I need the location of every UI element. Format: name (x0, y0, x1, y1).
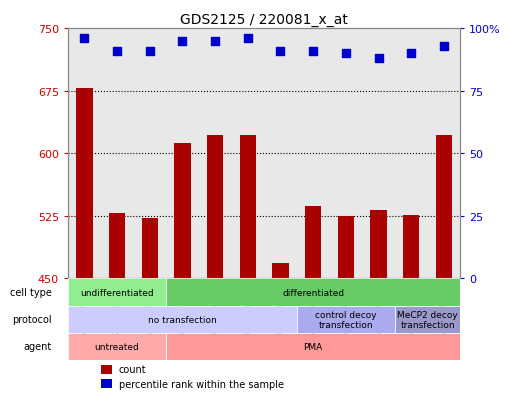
Text: cell type: cell type (10, 287, 52, 297)
Text: PMA: PMA (303, 342, 323, 351)
Text: agent: agent (24, 342, 52, 351)
Text: untreated: untreated (95, 342, 140, 351)
Bar (272, 264, 289, 413)
Point (244, 36, 252, 42)
Point (407, 51, 415, 57)
Bar (100, 379, 112, 388)
Point (374, 56, 383, 62)
FancyBboxPatch shape (68, 306, 297, 333)
Point (113, 48, 121, 55)
FancyBboxPatch shape (68, 333, 166, 360)
Bar (370, 211, 386, 413)
Bar (109, 214, 125, 413)
Bar (338, 216, 354, 413)
Bar (207, 135, 223, 413)
FancyBboxPatch shape (68, 279, 166, 306)
Point (80, 36, 88, 42)
Point (211, 38, 219, 45)
Text: control decoy
transfection: control decoy transfection (315, 310, 377, 329)
Point (440, 43, 448, 50)
FancyBboxPatch shape (166, 279, 460, 306)
FancyBboxPatch shape (166, 333, 460, 360)
Text: differentiated: differentiated (282, 288, 344, 297)
Text: undifferentiated: undifferentiated (80, 288, 154, 297)
Bar (436, 135, 452, 413)
Bar (142, 219, 158, 413)
Text: protocol: protocol (12, 315, 52, 325)
Bar (403, 216, 419, 413)
Bar (305, 206, 321, 413)
Point (342, 51, 350, 57)
Point (145, 48, 154, 55)
Bar (100, 365, 112, 374)
Point (276, 48, 285, 55)
Text: percentile rank within the sample: percentile rank within the sample (119, 379, 283, 389)
Bar (240, 135, 256, 413)
FancyBboxPatch shape (297, 306, 395, 333)
Bar (174, 144, 190, 413)
FancyBboxPatch shape (395, 306, 460, 333)
Bar (76, 89, 93, 413)
Point (178, 38, 187, 45)
Text: MeCP2 decoy
transfection: MeCP2 decoy transfection (397, 310, 458, 329)
Title: GDS2125 / 220081_x_at: GDS2125 / 220081_x_at (180, 12, 348, 26)
Text: no transfection: no transfection (148, 315, 217, 324)
Text: count: count (119, 364, 146, 374)
Point (309, 48, 317, 55)
